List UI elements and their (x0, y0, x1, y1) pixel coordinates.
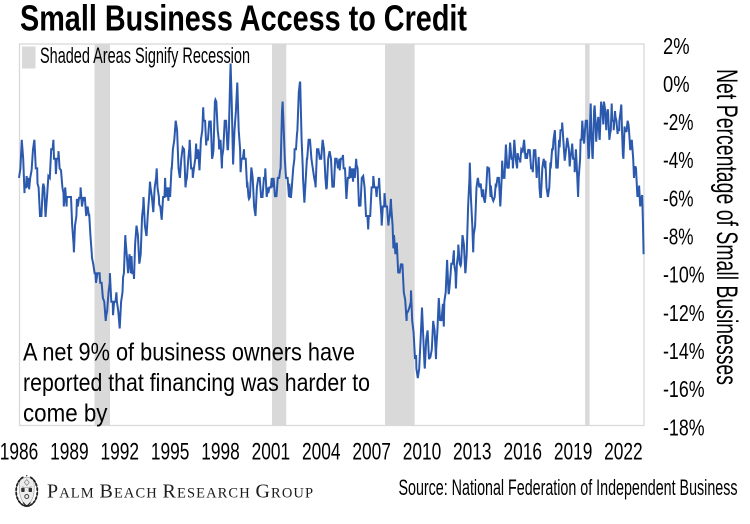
svg-text:-18%: -18% (663, 414, 705, 440)
svg-text:-2%: -2% (663, 109, 694, 135)
svg-text:2019: 2019 (554, 439, 593, 466)
svg-text:-10%: -10% (663, 262, 705, 288)
svg-text:-4%: -4% (663, 147, 694, 173)
svg-text:2007: 2007 (352, 439, 391, 466)
svg-text:2013: 2013 (453, 439, 492, 466)
svg-text:1986: 1986 (0, 439, 38, 466)
svg-text:1992: 1992 (100, 439, 139, 466)
svg-text:0%: 0% (663, 71, 690, 97)
svg-text:PALM BEACH RESEARCH GROUP: PALM BEACH RESEARCH GROUP (47, 481, 314, 503)
svg-text:-14%: -14% (663, 338, 705, 364)
svg-text:Shaded Areas Signify Recession: Shaded Areas Signify Recession (40, 43, 250, 68)
svg-text:come by: come by (23, 400, 108, 428)
svg-text:2001: 2001 (252, 439, 291, 466)
svg-text:Small Business Access to Credi: Small Business Access to Credit (20, 0, 467, 39)
svg-text:reported that financing was ha: reported that financing was harder to (23, 369, 370, 397)
svg-text:-12%: -12% (663, 300, 705, 326)
svg-text:2022: 2022 (604, 439, 643, 466)
svg-text:1989: 1989 (50, 439, 89, 466)
svg-text:2016: 2016 (503, 439, 542, 466)
svg-text:-8%: -8% (663, 224, 694, 250)
svg-text:-6%: -6% (663, 185, 694, 211)
svg-text:2004: 2004 (302, 439, 341, 466)
svg-text:2010: 2010 (403, 439, 442, 466)
svg-text:Source: National Federation of: Source: National Federation of Independe… (399, 475, 738, 500)
svg-text:Net Percentage of Small Busine: Net Percentage of Small Businesses (710, 69, 743, 385)
svg-text:1998: 1998 (201, 439, 240, 466)
svg-text:-16%: -16% (663, 376, 705, 402)
svg-text:2%: 2% (663, 33, 690, 59)
svg-text:A net 9% of business owners ha: A net 9% of business owners have (23, 339, 355, 367)
svg-text:1995: 1995 (151, 439, 190, 466)
